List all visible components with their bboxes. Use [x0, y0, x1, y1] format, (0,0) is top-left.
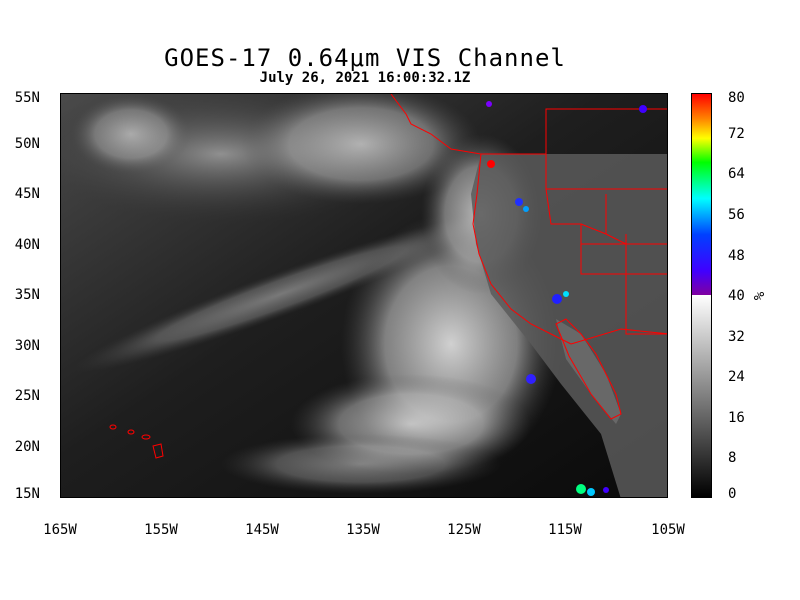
colorbar-tick-56: 56 [728, 207, 745, 223]
colorbar-unit: % [750, 291, 767, 301]
state-boundaries [390, 94, 667, 420]
map-title: GOES-17 0.64μm VIS Channel [164, 44, 566, 72]
lat-label-55n: 55N [14, 90, 40, 106]
colorbar [691, 93, 712, 498]
lat-label-30n: 30N [14, 338, 40, 354]
lat-label-35n: 35N [14, 287, 40, 303]
satellite-svg [61, 94, 667, 497]
lat-label-25n: 25N [14, 388, 40, 404]
colorbar-tick-80: 80 [728, 90, 745, 106]
colorbar-tick-72: 72 [728, 126, 745, 142]
colorbar-tick-64: 64 [728, 166, 745, 182]
lat-label-40n: 40N [14, 237, 40, 253]
colorbar-tick-24: 24 [728, 369, 745, 385]
lat-label-45n: 45N [14, 186, 40, 202]
colorbar-tick-40: 40 [728, 288, 745, 304]
map-timestamp: July 26, 2021 16:00:32.1Z [259, 70, 471, 86]
colorbar-tick-48: 48 [728, 248, 745, 264]
lon-label-105w: 105W [651, 522, 685, 538]
hawaii-islands [109, 424, 164, 459]
lon-label-145w: 145W [245, 522, 279, 538]
satellite-image [60, 93, 668, 498]
lon-label-125w: 125W [447, 522, 481, 538]
lon-label-135w: 135W [346, 522, 380, 538]
lat-label-15n: 15N [14, 486, 40, 502]
lon-label-155w: 155W [144, 522, 178, 538]
lon-label-115w: 115W [548, 522, 582, 538]
saturation-spot [487, 160, 495, 168]
lat-label-50n: 50N [14, 136, 40, 152]
colorbar-gradient [692, 94, 711, 497]
lat-label-20n: 20N [14, 439, 40, 455]
colorbar-tick-0: 0 [728, 486, 737, 502]
cold-cloud-tops [486, 101, 647, 496]
lon-label-165w: 165W [43, 522, 77, 538]
colorbar-tick-8: 8 [728, 450, 737, 466]
colorbar-tick-32: 32 [728, 329, 745, 345]
colorbar-tick-16: 16 [728, 410, 745, 426]
